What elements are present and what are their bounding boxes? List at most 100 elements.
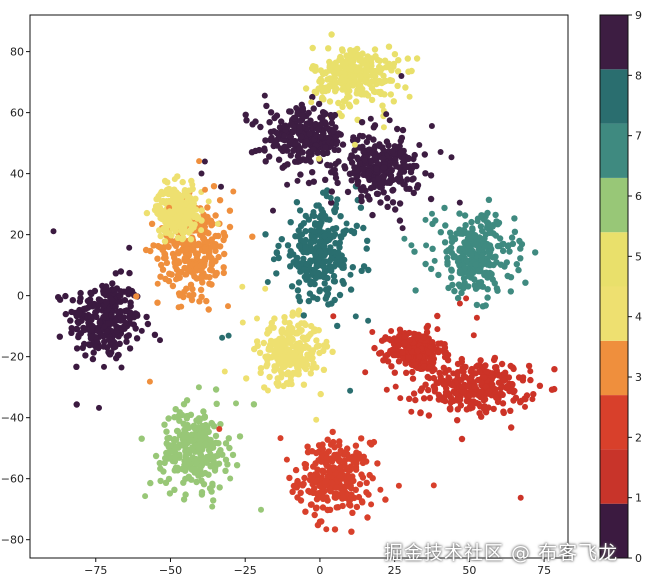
scatter-point [348,177,355,184]
scatter-point [80,326,88,334]
scatter-point [127,299,134,306]
scatter-point [326,506,334,513]
scatter-point [278,236,285,243]
scatter-point [410,390,418,397]
scatter-point [310,105,317,112]
scatter-point [330,167,337,174]
scatter-point [316,288,323,295]
scatter-point [484,209,491,217]
scatter-point [352,442,360,449]
scatter-point [347,387,354,394]
scatter-point [487,222,494,229]
scatter-point [189,444,196,451]
scatter-point [161,421,168,428]
scatter-point [299,112,306,119]
scatter-point [166,208,173,215]
scatter-point [413,333,421,341]
scatter-point [312,120,319,128]
scatter-point [358,193,365,200]
scatter-point [406,337,413,343]
scatter-point [294,359,301,367]
scatter-point [138,435,145,442]
scatter-point [341,77,348,84]
scatter-point [315,126,322,133]
scatter-point [324,161,331,169]
colorbar-tick-label: 1 [635,492,642,505]
scatter-point [283,380,290,387]
scatter-point [225,435,232,442]
scatter-point [422,381,429,388]
scatter-point [294,479,301,486]
scatter-point [339,103,346,111]
scatter-point [87,313,94,321]
scatter-point [330,68,337,76]
scatter-point [413,55,421,62]
y-tick-label: 0 [17,290,24,303]
scatter-point [474,267,482,275]
scatter-point [302,461,310,468]
scatter-point [88,290,95,298]
scatter-point [331,278,339,285]
scatter-point [292,233,299,240]
scatter-point [300,381,308,388]
scatter-point [459,388,467,395]
scatter-point [282,126,289,134]
scatter-point [442,222,449,229]
scatter-point [172,406,179,413]
scatter-point [364,237,371,244]
scatter-point [383,386,390,393]
scatter-point [499,400,507,407]
scatter-point [220,264,227,271]
scatter-point [288,283,296,290]
scatter-point [359,165,366,173]
scatter-point [522,403,528,410]
scatter-point [337,53,344,61]
scatter-point [193,254,200,262]
scatter-point [198,207,205,214]
scatter-point [310,228,318,235]
scatter-point [217,243,224,250]
colorbar-tick-label: 4 [635,311,642,324]
scatter-point [212,212,219,219]
scatter-point [401,333,409,340]
scatter-point [342,450,349,457]
scatter-point [351,230,358,237]
scatter-point [275,242,282,250]
scatter-point [473,314,480,321]
scatter-point [171,486,178,493]
scatter-point [502,369,509,376]
scatter-point [188,431,195,438]
scatter-point [210,183,218,190]
scatter-point [227,475,234,482]
scatter-point [239,283,246,290]
scatter-point [319,114,326,121]
scatter-point [290,114,298,122]
scatter-point [214,220,221,227]
scatter-point [143,313,150,321]
scatter-point [295,311,302,318]
scatter-point [104,328,111,335]
scatter-point [460,372,468,380]
scatter-point [134,311,141,318]
scatter-point [179,178,186,186]
scatter-point [348,528,355,535]
scatter-point [321,252,328,259]
scatter-point [374,190,382,198]
scatter-point [462,222,469,229]
scatter-point [481,235,488,242]
scatter-point [376,183,384,191]
scatter-point [226,207,234,214]
scatter-point [398,73,405,79]
scatter-point [206,274,213,281]
scatter-point [417,387,424,394]
scatter-point [519,374,527,381]
scatter-point [305,216,312,223]
scatter-point [471,232,479,239]
scatter-point [373,165,380,173]
scatter-point [320,242,328,250]
y-tick-label: −20 [1,351,24,364]
scatter-point [301,320,308,327]
scatter-point [163,198,170,205]
x-tick-label: −75 [84,564,107,577]
scatter-point [422,216,429,223]
